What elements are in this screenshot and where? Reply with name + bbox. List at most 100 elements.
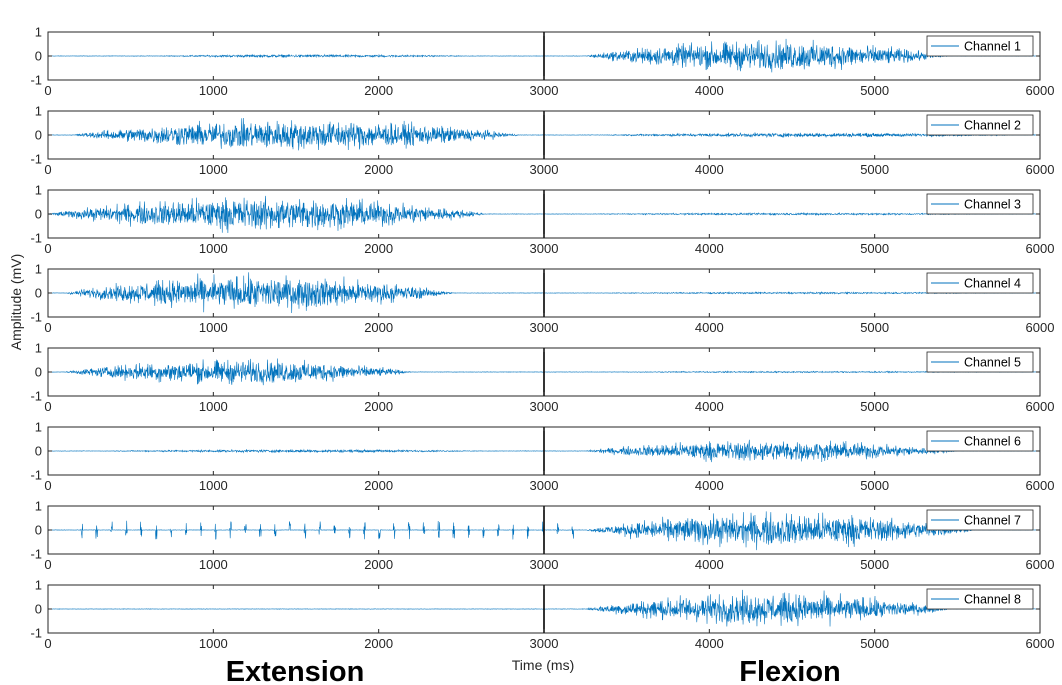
x-tick-label: 0 [44, 399, 51, 414]
x-tick-label: 1000 [199, 399, 228, 414]
x-axis-label: Time (ms) [512, 657, 574, 673]
y-tick-label: 1 [35, 262, 42, 277]
y-tick-label: 0 [35, 365, 42, 380]
y-tick-label: 1 [35, 499, 42, 514]
y-tick-label: 0 [35, 128, 42, 143]
x-tick-label: 2000 [364, 241, 393, 256]
y-tick-label: 1 [35, 341, 42, 356]
x-tick-label: 4000 [695, 83, 724, 98]
x-tick-label: 5000 [860, 162, 889, 177]
x-tick-label: 1000 [199, 83, 228, 98]
y-tick-label: 1 [35, 104, 42, 119]
legend-entry: Channel 1 [964, 40, 1021, 54]
y-tick-label: 1 [35, 25, 42, 40]
x-tick-label: 3000 [530, 83, 559, 98]
x-tick-label: 0 [44, 320, 51, 335]
legend-box [926, 114, 1034, 136]
y-tick-label: 0 [35, 602, 42, 617]
legend-entry: Channel 8 [964, 593, 1021, 607]
y-tick-label: -1 [30, 310, 42, 325]
legend-box [926, 193, 1034, 215]
x-tick-label: 3000 [530, 636, 559, 651]
x-tick-label: 1000 [199, 478, 228, 493]
y-tick-label: 0 [35, 286, 42, 301]
legend-entry: Channel 4 [964, 277, 1021, 291]
y-tick-label: -1 [30, 389, 42, 404]
legend-entry: Channel 5 [964, 356, 1021, 370]
legend-entry: Channel 6 [964, 435, 1021, 449]
y-tick-label: 0 [35, 207, 42, 222]
legend-box [926, 588, 1034, 610]
y-tick-label: -1 [30, 152, 42, 167]
x-tick-label: 6000 [1026, 399, 1055, 414]
legend-box [926, 272, 1034, 294]
legend-entry: Channel 2 [964, 119, 1021, 133]
x-tick-label: 2000 [364, 162, 393, 177]
x-tick-label: 4000 [695, 478, 724, 493]
x-tick-label: 5000 [860, 557, 889, 572]
x-tick-label: 0 [44, 241, 51, 256]
legend-box [926, 509, 1034, 531]
x-tick-label: 6000 [1026, 320, 1055, 335]
y-tick-label: 0 [35, 523, 42, 538]
legend-entry: Channel 7 [964, 514, 1021, 528]
x-tick-label: 5000 [860, 83, 889, 98]
x-tick-label: 6000 [1026, 162, 1055, 177]
x-tick-label: 2000 [364, 320, 393, 335]
y-tick-label: 0 [35, 444, 42, 459]
x-tick-label: 1000 [199, 162, 228, 177]
x-tick-label: 2000 [364, 557, 393, 572]
x-tick-label: 5000 [860, 636, 889, 651]
x-tick-label: 1000 [199, 320, 228, 335]
x-tick-label: 5000 [860, 478, 889, 493]
x-tick-label: 4000 [695, 399, 724, 414]
x-tick-label: 1000 [199, 557, 228, 572]
phase-label-flexion: Flexion [739, 656, 841, 685]
y-axis-label: Amplitude (mV) [8, 254, 24, 350]
phase-label-extension: Extension [226, 656, 365, 685]
y-tick-label: -1 [30, 626, 42, 641]
y-tick-label: -1 [30, 231, 42, 246]
x-tick-label: 6000 [1026, 241, 1055, 256]
x-tick-label: 2000 [364, 83, 393, 98]
x-tick-label: 4000 [695, 162, 724, 177]
y-tick-label: -1 [30, 468, 42, 483]
x-tick-label: 2000 [364, 636, 393, 651]
legend-box [926, 351, 1034, 373]
x-tick-label: 3000 [530, 241, 559, 256]
x-tick-label: 1000 [199, 241, 228, 256]
x-tick-label: 0 [44, 557, 51, 572]
y-tick-label: 0 [35, 49, 42, 64]
legend-box [926, 430, 1034, 452]
y-tick-label: -1 [30, 547, 42, 562]
y-tick-label: 1 [35, 420, 42, 435]
x-tick-label: 3000 [530, 478, 559, 493]
x-tick-label: 4000 [695, 636, 724, 651]
x-tick-label: 2000 [364, 478, 393, 493]
x-tick-label: 6000 [1026, 478, 1055, 493]
legend-box [926, 35, 1034, 57]
x-tick-label: 5000 [860, 399, 889, 414]
x-tick-label: 0 [44, 636, 51, 651]
x-tick-label: 1000 [199, 636, 228, 651]
x-tick-label: 3000 [530, 320, 559, 335]
x-tick-label: 0 [44, 478, 51, 493]
x-tick-label: 4000 [695, 557, 724, 572]
y-tick-label: 1 [35, 578, 42, 593]
x-tick-label: 5000 [860, 320, 889, 335]
x-tick-label: 6000 [1026, 636, 1055, 651]
x-tick-label: 6000 [1026, 83, 1055, 98]
y-tick-label: 1 [35, 183, 42, 198]
x-tick-label: 3000 [530, 399, 559, 414]
x-tick-label: 2000 [364, 399, 393, 414]
